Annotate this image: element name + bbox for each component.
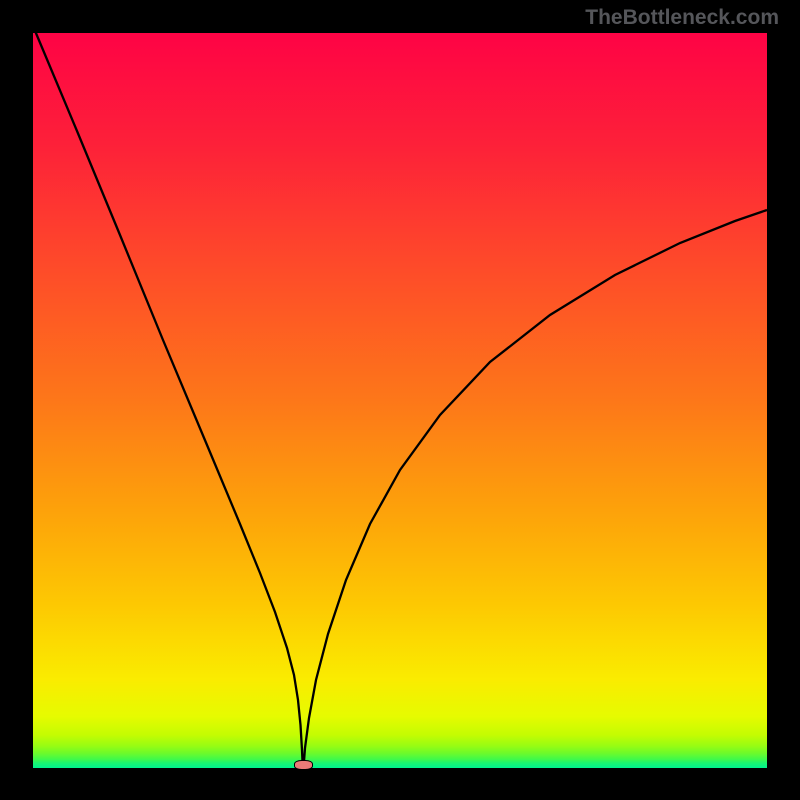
- notch-marker: [294, 760, 313, 770]
- watermark-text: TheBottleneck.com: [585, 6, 779, 30]
- v-curve: [0, 0, 800, 800]
- curve-path: [33, 26, 767, 768]
